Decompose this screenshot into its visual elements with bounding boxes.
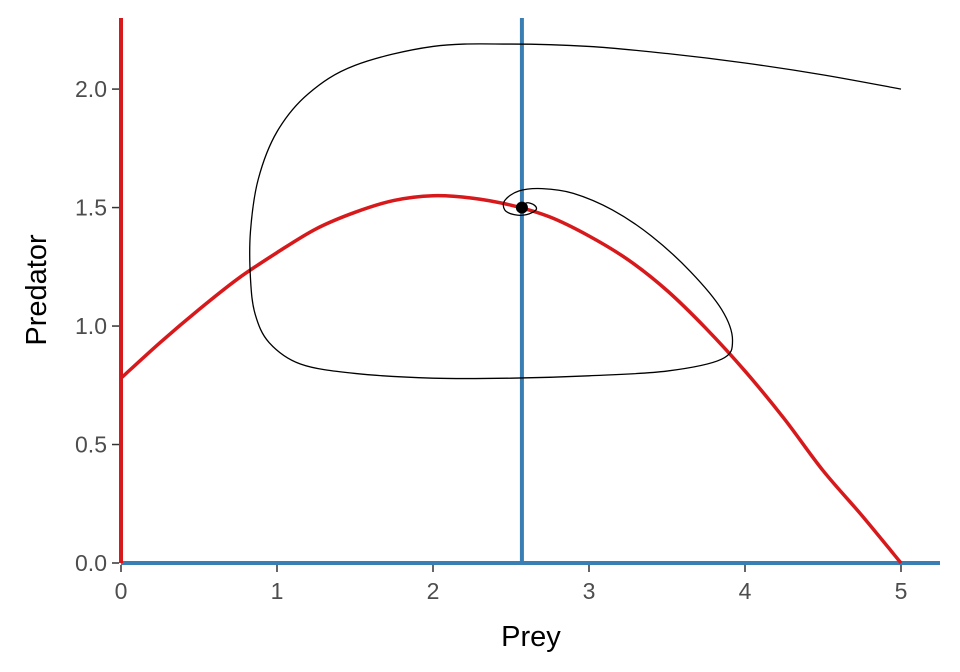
x-tick-label: 4 [739,578,752,604]
trajectory-layer [249,43,902,380]
y-axis-title: Predator [21,234,53,346]
x-tick-label: 0 [115,578,128,604]
x-tick-label: 5 [895,578,908,604]
prey-nullcline-curve [119,193,903,565]
y-tick-label: 2.0 [75,76,107,102]
trajectory-line [249,43,902,380]
x-axis-title: Prey [501,621,561,653]
nullclines-layer [119,18,940,565]
y-tick-label: 1.0 [75,313,107,339]
y-tick-label: 0.0 [75,550,107,576]
y-tick-label: 0.5 [75,432,107,458]
equilibrium-point [515,201,528,214]
axes-layer: 0 1 2 3 4 5 0.0 0.5 1.0 1.5 2.0 [75,76,907,604]
x-tick-label: 3 [583,578,596,604]
x-tick-label: 1 [271,578,284,604]
x-tick-label: 2 [427,578,440,604]
y-tick-label: 1.5 [75,195,107,221]
points-layer [515,201,528,214]
